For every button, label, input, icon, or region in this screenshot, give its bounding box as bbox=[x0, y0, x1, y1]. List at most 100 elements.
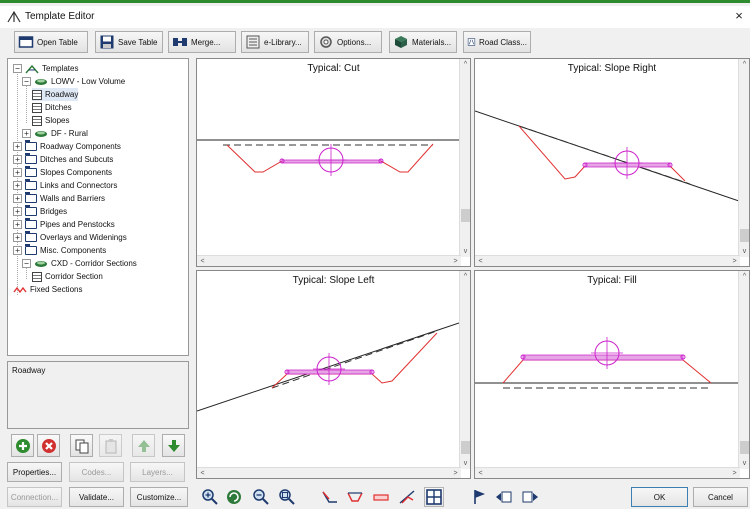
collapse-icon[interactable]: − bbox=[13, 64, 22, 73]
tree-item[interactable]: + Slopes Components bbox=[13, 166, 112, 179]
slope-right-vertical-scrollbar[interactable]: ^ v bbox=[738, 59, 749, 257]
tree-item[interactable]: − CXD - Corridor Sections bbox=[22, 257, 137, 270]
open-table-button[interactable]: Open Table bbox=[14, 31, 88, 53]
transition-left-button[interactable] bbox=[494, 487, 514, 507]
options-button[interactable]: Options... bbox=[314, 31, 382, 53]
tree-item[interactable]: − Templates bbox=[13, 62, 78, 75]
scroll-down-arrow-icon[interactable]: v bbox=[742, 460, 747, 467]
tree-item[interactable]: Slopes bbox=[32, 114, 69, 127]
tree-item[interactable]: Ditches bbox=[32, 101, 72, 114]
tree-item[interactable]: + Pipes and Penstocks bbox=[13, 218, 115, 231]
scroll-down-arrow-icon[interactable]: v bbox=[463, 248, 468, 255]
scroll-thumb[interactable] bbox=[461, 209, 470, 222]
expand-icon[interactable]: + bbox=[13, 142, 22, 151]
merge-button[interactable]: Merge... bbox=[168, 31, 236, 53]
fill-horizontal-scrollbar[interactable]: < > bbox=[475, 467, 740, 478]
scroll-thumb[interactable] bbox=[740, 229, 749, 242]
scroll-right-arrow-icon[interactable]: > bbox=[453, 470, 458, 477]
scroll-right-arrow-icon[interactable]: > bbox=[453, 258, 458, 265]
cancel-button[interactable]: Cancel bbox=[693, 487, 748, 507]
scroll-up-arrow-icon[interactable]: ^ bbox=[742, 61, 747, 68]
ok-button[interactable]: OK bbox=[631, 487, 688, 507]
tree-item[interactable]: Corridor Section bbox=[32, 270, 103, 283]
expand-icon[interactable]: + bbox=[13, 220, 22, 229]
tree-item[interactable]: − LOWV - Low Volume bbox=[22, 75, 125, 88]
customize-button[interactable]: Customize... bbox=[130, 487, 188, 507]
add-button[interactable] bbox=[11, 434, 34, 457]
scroll-thumb[interactable] bbox=[461, 441, 470, 454]
scroll-left-arrow-icon[interactable]: < bbox=[478, 258, 483, 265]
scroll-right-arrow-icon[interactable]: > bbox=[732, 470, 737, 477]
scroll-left-arrow-icon[interactable]: < bbox=[478, 470, 483, 477]
pane-typical-fill[interactable]: Typical: Fill ^ v < > bbox=[474, 270, 750, 479]
validate-button[interactable]: Validate... bbox=[69, 487, 124, 507]
cut-vertical-scrollbar[interactable]: ^ v bbox=[459, 59, 470, 257]
slope-left-horizontal-scrollbar[interactable]: < > bbox=[197, 467, 461, 478]
scroll-up-arrow-icon[interactable]: ^ bbox=[742, 273, 747, 280]
slope-right-horizontal-scrollbar[interactable]: < > bbox=[475, 255, 740, 266]
pane-typical-cut[interactable]: Typical: Cut ^ v < > bbox=[196, 58, 471, 267]
scroll-up-arrow-icon[interactable]: ^ bbox=[463, 61, 468, 68]
road-class-button[interactable]: Road Class... bbox=[463, 31, 531, 53]
tree-item[interactable]: + Bridges bbox=[13, 205, 67, 218]
zoom-out-button[interactable] bbox=[251, 487, 271, 507]
tree-item[interactable]: + DF - Rural bbox=[22, 127, 88, 140]
add-icon bbox=[15, 438, 30, 453]
transition-right-button[interactable] bbox=[520, 487, 540, 507]
cut-horizontal-scrollbar[interactable]: < > bbox=[197, 255, 461, 266]
tree-item[interactable]: + Overlays and Widenings bbox=[13, 231, 127, 244]
expand-icon[interactable]: + bbox=[13, 181, 22, 190]
delete-button[interactable] bbox=[37, 434, 60, 457]
tree-item[interactable]: + Roadway Components bbox=[13, 140, 121, 153]
expand-icon[interactable]: + bbox=[13, 246, 22, 255]
scroll-up-arrow-icon[interactable]: ^ bbox=[463, 273, 468, 280]
template-ditch-button[interactable] bbox=[345, 487, 365, 507]
flag-button[interactable] bbox=[470, 487, 490, 507]
expand-icon[interactable]: + bbox=[13, 155, 22, 164]
save-table-button[interactable]: Save Table bbox=[95, 31, 163, 53]
scroll-right-arrow-icon[interactable]: > bbox=[732, 258, 737, 265]
scroll-left-arrow-icon[interactable]: < bbox=[200, 258, 205, 265]
refresh-button[interactable] bbox=[224, 487, 244, 507]
tree-item[interactable]: + Ditches and Subcuts bbox=[13, 153, 113, 166]
scroll-thumb[interactable] bbox=[740, 441, 749, 454]
collapse-icon[interactable]: − bbox=[22, 259, 31, 268]
slope-left-vertical-scrollbar[interactable]: ^ v bbox=[459, 271, 470, 469]
pane-typical-slope-left[interactable]: Typical: Slope Left ^ v < > bbox=[196, 270, 471, 479]
tree-item[interactable]: Fixed Sections bbox=[13, 283, 82, 296]
pavement-button[interactable] bbox=[371, 487, 391, 507]
scroll-down-arrow-icon[interactable]: v bbox=[463, 460, 468, 467]
template-editor-icon bbox=[7, 10, 21, 23]
expand-icon[interactable]: + bbox=[13, 233, 22, 242]
zoom-in-button[interactable] bbox=[200, 487, 220, 507]
move-up-button[interactable] bbox=[132, 434, 155, 457]
collapse-icon[interactable]: − bbox=[22, 77, 31, 86]
tree-item[interactable]: + Links and Connectors bbox=[13, 179, 117, 192]
scroll-left-arrow-icon[interactable]: < bbox=[200, 470, 205, 477]
cut-ditch-button[interactable] bbox=[320, 487, 340, 507]
e-library-button[interactable]: e-Library... bbox=[241, 31, 309, 53]
tree-item[interactable]: Roadway bbox=[32, 88, 79, 101]
scroll-down-arrow-icon[interactable]: v bbox=[742, 248, 747, 255]
slope-button[interactable] bbox=[397, 487, 417, 507]
expand-icon[interactable]: + bbox=[13, 168, 22, 177]
template-tree[interactable]: − Templates − LOWV - Low Volume Roadway Ditch… bbox=[7, 58, 189, 356]
grid-view-button[interactable] bbox=[424, 487, 444, 507]
codes-button[interactable]: Codes... bbox=[69, 462, 124, 482]
layers-button[interactable]: Layers... bbox=[130, 462, 185, 482]
expand-icon[interactable]: + bbox=[13, 207, 22, 216]
close-icon[interactable]: × bbox=[735, 8, 743, 23]
connection-button[interactable]: Connection... bbox=[7, 487, 62, 507]
properties-button[interactable]: Properties... bbox=[7, 462, 62, 482]
materials-button[interactable]: Materials... bbox=[389, 31, 457, 53]
move-down-button[interactable] bbox=[162, 434, 185, 457]
tree-item[interactable]: + Walls and Barriers bbox=[13, 192, 105, 205]
paste-button[interactable] bbox=[99, 434, 122, 457]
zoom-extents-button[interactable] bbox=[277, 487, 297, 507]
expand-icon[interactable]: + bbox=[13, 194, 22, 203]
pane-typical-slope-right[interactable]: Typical: Slope Right ^ v < > bbox=[474, 58, 750, 267]
fill-vertical-scrollbar[interactable]: ^ v bbox=[738, 271, 749, 469]
tree-item[interactable]: + Misc. Components bbox=[13, 244, 106, 257]
expand-icon[interactable]: + bbox=[22, 129, 31, 138]
copy-button[interactable] bbox=[70, 434, 93, 457]
